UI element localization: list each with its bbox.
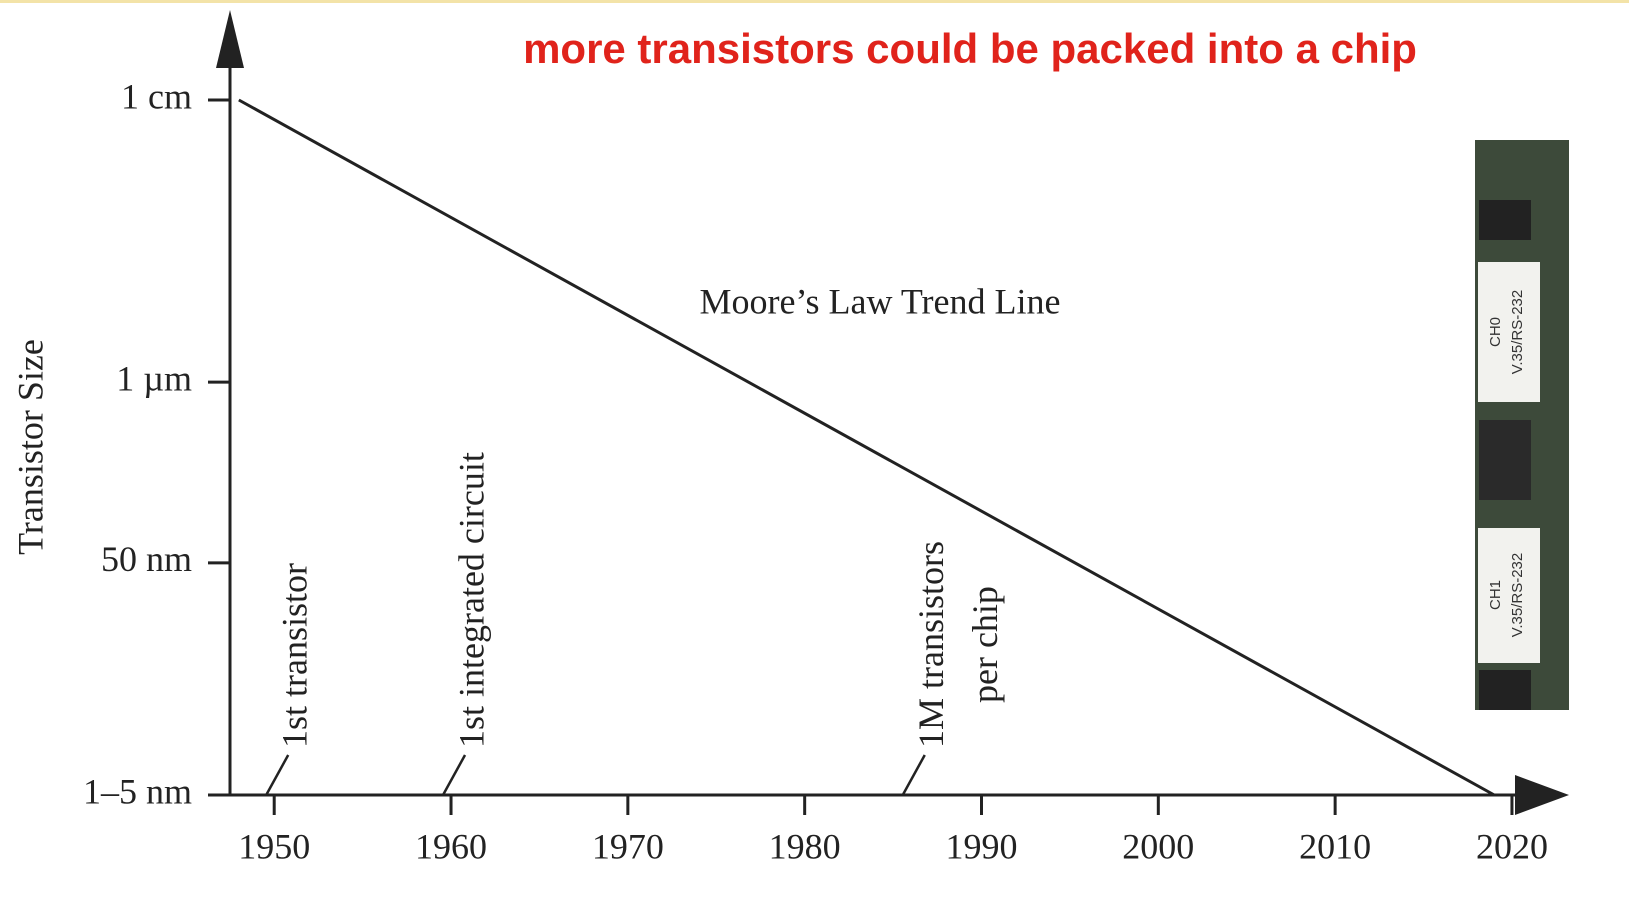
- annotation-pointer: [441, 754, 467, 796]
- trend-line: [238, 98, 1495, 797]
- x-tick-label: 2010: [1299, 826, 1371, 866]
- connector: [1479, 420, 1531, 500]
- y-tick-label: 1 µm: [116, 358, 192, 398]
- legend-label: Moore’s Law Trend Line: [700, 281, 1061, 321]
- annotation: 1st transistor: [274, 563, 314, 748]
- annotation: per chip: [965, 586, 1005, 703]
- x-tick-label: 1980: [769, 826, 841, 866]
- annotation-pointer: [265, 754, 290, 796]
- y-arrow: [216, 10, 244, 68]
- annotation: 1st integrated circuit: [451, 452, 491, 748]
- connector: [1479, 200, 1531, 240]
- label-plate: [1478, 262, 1540, 402]
- label-plate: [1478, 528, 1540, 663]
- x-tick-label: 1960: [415, 826, 487, 866]
- x-tick-label: 2000: [1122, 826, 1194, 866]
- photo-label: V.35/RS-232: [1509, 553, 1526, 638]
- x-tick-label: 2020: [1476, 826, 1548, 866]
- top-border: [0, 0, 1629, 3]
- y-axis-label: Transistor Size: [10, 339, 50, 555]
- y-tick-label: 1–5 nm: [83, 771, 192, 811]
- y-tick-label: 1 cm: [121, 76, 192, 116]
- annotation: 1M transistors: [911, 541, 951, 748]
- connector: [1479, 670, 1531, 710]
- y-tick-label: 50 nm: [101, 539, 192, 579]
- x-arrow: [1515, 775, 1569, 815]
- annotation-pointer: [901, 754, 926, 796]
- x-tick-label: 1950: [238, 826, 310, 866]
- x-tick-label: 1990: [945, 826, 1017, 866]
- chart-title: more transistors could be packed into a …: [523, 25, 1417, 72]
- photo-label: V.35/RS-232: [1509, 290, 1526, 375]
- photo: CH0 V.35/RS-232 CH1 V.35/RS-232: [1475, 140, 1569, 710]
- photo-label: CH1: [1487, 580, 1504, 610]
- photo-label: CH0: [1487, 317, 1504, 347]
- x-tick-label: 1970: [592, 826, 664, 866]
